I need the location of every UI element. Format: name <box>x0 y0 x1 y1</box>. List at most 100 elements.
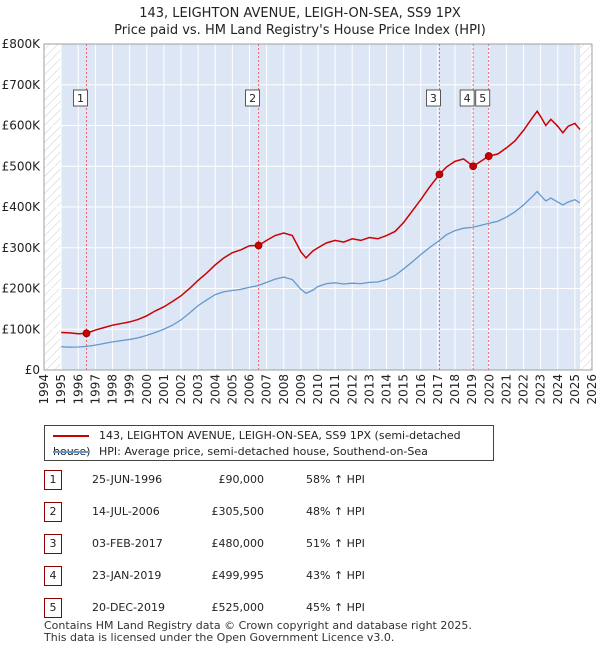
title-line-1: 143, LEIGHTON AVENUE, LEIGH-ON-SEA, SS9 … <box>139 6 461 21</box>
legend-item-hpi: HPI: Average price, semi-detached house,… <box>53 444 428 460</box>
sale-row: 2 14-JUL-2006 £305,500 48% ↑ HPI <box>44 502 464 522</box>
x-tick-label: 2007 <box>260 374 274 405</box>
sale-hpi-change: 58% ↑ HPI <box>306 473 365 486</box>
x-tick-label: 2026 <box>585 374 599 405</box>
x-tick-label: 2015 <box>397 374 411 405</box>
sale-price: £305,500 <box>211 505 265 518</box>
sale-price: £525,000 <box>211 601 265 614</box>
sale-marker-frame <box>475 89 491 107</box>
y-tick-label: £600K <box>2 119 42 133</box>
title-line-2: Price paid vs. HM Land Registry's House … <box>114 23 486 38</box>
sale-points <box>82 152 493 338</box>
x-tick-label: 2022 <box>517 374 531 405</box>
sale-marker-box: 3 <box>426 89 441 107</box>
sale-point <box>254 241 263 250</box>
x-tick-label: 2014 <box>380 374 394 405</box>
hpi-series-line <box>61 190 581 348</box>
x-tick-label: 2021 <box>499 374 513 405</box>
y-axis-labels: £0 £100K £200K £300K £400K £500K £600K £700K £80… <box>2 37 42 377</box>
legend-label-hpi: HPI: Average price, semi-detached house,… <box>99 445 428 458</box>
sale-marker-frame <box>245 89 260 107</box>
y-tick-label: £200K <box>2 282 42 296</box>
sale-number-badge: 1 <box>44 470 62 490</box>
sale-marker-box: 4 <box>459 89 475 107</box>
x-tick-label: 1996 <box>71 374 85 405</box>
y-tick-label: £800K <box>2 37 42 51</box>
x-tick-label: 2019 <box>465 374 479 405</box>
x-tick-label: 2020 <box>482 374 496 405</box>
sale-number-badge: 2 <box>44 502 62 522</box>
x-tick-label: 2009 <box>294 374 308 405</box>
x-axis-labels: 1994 1995 1996 1997 1998 1999 2000 2001 2002 2003… <box>37 374 599 405</box>
x-tick-label: 1997 <box>88 374 102 405</box>
sale-hpi-change: 45% ↑ HPI <box>306 601 365 614</box>
x-tick-label: 2011 <box>328 374 342 405</box>
footer-line-2: This data is licensed under the Open Gov… <box>44 631 395 644</box>
x-tick-label: 2010 <box>311 374 325 405</box>
sale-price: £499,995 <box>211 569 265 582</box>
sale-date: 20-DEC-2019 <box>92 601 166 614</box>
sale-point <box>82 329 91 338</box>
sale-point <box>484 152 493 160</box>
x-tick-label: 2018 <box>448 374 462 405</box>
x-tick-label: 2006 <box>243 374 257 405</box>
x-tick-label: 2016 <box>414 374 428 405</box>
legend-swatch-hpi <box>53 451 89 453</box>
sale-row: 3 03-FEB-2017 £480,000 51% ↑ HPI <box>44 534 464 554</box>
sale-marker-label: 1 <box>77 92 84 105</box>
x-tick-label: 1999 <box>123 374 137 405</box>
x-tick-label: 1995 <box>54 374 68 405</box>
legend-swatch-property <box>53 435 89 437</box>
sale-marker-label: 2 <box>249 92 256 105</box>
sale-hpi-change: 51% ↑ HPI <box>306 537 365 550</box>
sale-row: 5 20-DEC-2019 £525,000 45% ↑ HPI <box>44 598 464 618</box>
sale-point <box>435 170 444 179</box>
x-tick-label: 2012 <box>345 374 359 405</box>
sale-hpi-change: 48% ↑ HPI <box>306 505 365 518</box>
sale-date: 23-JAN-2019 <box>92 569 162 582</box>
x-tick-label: 2017 <box>431 374 445 405</box>
sale-number-badge: 3 <box>44 534 62 554</box>
x-tick-label: 2000 <box>140 374 154 405</box>
y-tick-label: £500K <box>2 159 42 173</box>
y-tick-label: £700K <box>2 78 42 92</box>
x-tick-label: 2002 <box>174 374 188 405</box>
chart-title: 143, LEIGHTON AVENUE, LEIGH-ON-SEA, SS9 … <box>0 5 600 39</box>
x-tick-label: 2023 <box>534 374 548 405</box>
x-tick-label: 2004 <box>208 374 222 405</box>
x-tick-label: 2024 <box>551 374 565 405</box>
y-tick-label: £400K <box>2 200 42 214</box>
sale-marker-frame <box>459 89 475 107</box>
y-tick-label: £300K <box>2 241 42 255</box>
y-tick-label: £0 <box>25 363 40 377</box>
x-tick-label: 2001 <box>157 374 171 405</box>
sale-date: 03-FEB-2017 <box>92 537 163 550</box>
sale-row: 1 25-JUN-1996 £90,000 58% ↑ HPI <box>44 470 464 490</box>
footer-attribution: Contains HM Land Registry data © Crown c… <box>44 620 472 644</box>
sale-price: £90,000 <box>218 473 265 486</box>
footer-line-1: Contains HM Land Registry data © Crown c… <box>44 619 472 632</box>
sale-hpi-change: 43% ↑ HPI <box>306 569 365 582</box>
sale-marker-frame <box>73 89 88 107</box>
sale-marker-label: 3 <box>430 92 437 105</box>
sale-row: 4 23-JAN-2019 £499,995 43% ↑ HPI <box>44 566 464 586</box>
sale-price: £480,000 <box>211 537 265 550</box>
sale-marker-box: 1 <box>73 89 88 107</box>
plot-border <box>43 43 593 371</box>
sale-marker-label: 5 <box>479 92 486 105</box>
sale-marker-box: 2 <box>245 89 260 107</box>
legend: 143, LEIGHTON AVENUE, LEIGH-ON-SEA, SS9 … <box>44 425 494 461</box>
x-tick-label: 2008 <box>277 374 291 405</box>
sale-number-badge: 5 <box>44 598 62 618</box>
sale-marker-box: 5 <box>475 89 491 107</box>
x-tick-label: 2013 <box>362 374 376 405</box>
sale-marker-frame <box>426 89 441 107</box>
y-tick-label: £100K <box>2 322 42 336</box>
sale-point <box>469 162 478 171</box>
sale-date: 14-JUL-2006 <box>92 505 160 518</box>
x-tick-label: 2005 <box>225 374 239 405</box>
x-tick-label: 1998 <box>106 374 120 405</box>
sale-date: 25-JUN-1996 <box>92 473 163 486</box>
